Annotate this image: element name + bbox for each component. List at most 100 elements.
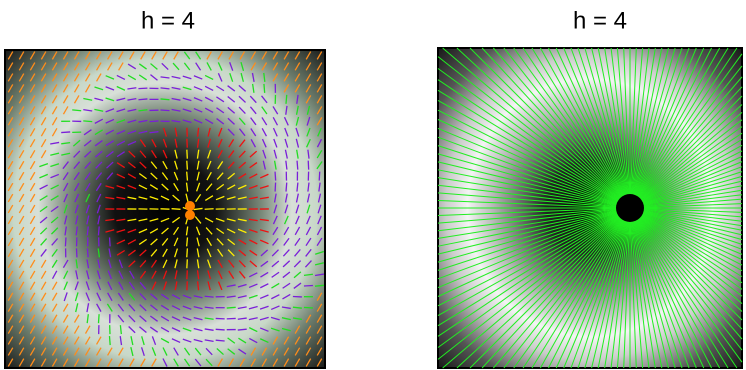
field-arrow — [227, 106, 236, 114]
field-arrow — [217, 127, 223, 137]
field-arrow — [193, 306, 203, 310]
streamline — [623, 217, 631, 369]
field-arrow — [130, 347, 134, 357]
field-arrow — [18, 106, 25, 115]
streamline — [437, 211, 622, 297]
field-arrow — [73, 336, 80, 345]
field-arrow — [85, 292, 91, 302]
field-arrow — [274, 171, 277, 181]
field-arrow — [107, 270, 113, 280]
field-arrow — [18, 226, 25, 236]
field-arrow — [138, 98, 148, 101]
field-arrow — [7, 292, 14, 301]
field-arrow — [73, 358, 80, 367]
field-arrow — [63, 281, 69, 291]
field-arrow — [40, 128, 47, 137]
field-arrow — [259, 239, 269, 245]
field-arrow — [285, 105, 288, 115]
field-arrow — [249, 106, 257, 115]
field-arrow — [216, 183, 225, 191]
field-arrow — [318, 171, 321, 181]
field-arrow — [94, 129, 103, 136]
streamline — [555, 47, 627, 200]
field-arrow — [51, 73, 58, 82]
field-arrow — [29, 51, 36, 60]
streamline — [539, 216, 626, 369]
field-arrow — [51, 358, 58, 367]
field-arrow — [182, 86, 192, 91]
field-arrow — [237, 228, 247, 234]
field-arrow — [150, 304, 158, 311]
field-arrow — [196, 237, 200, 247]
field-arrow — [294, 51, 301, 60]
field-arrow — [106, 161, 114, 169]
streamline — [513, 215, 625, 369]
field-arrow — [18, 325, 25, 334]
field-arrow — [183, 347, 191, 356]
streamline — [631, 47, 669, 199]
field-arrow — [196, 138, 200, 148]
streamline — [456, 214, 623, 369]
field-arrow — [29, 149, 36, 159]
field-arrow — [217, 281, 223, 291]
field-arrow — [196, 149, 200, 159]
field-arrow — [116, 129, 126, 135]
field-arrow — [216, 227, 225, 235]
field-arrow — [150, 259, 158, 268]
field-arrow — [284, 138, 289, 148]
field-arrow — [162, 248, 168, 258]
field-arrow — [195, 182, 201, 192]
field-arrow — [249, 337, 258, 344]
field-arrow — [248, 196, 258, 200]
field-arrow — [62, 84, 69, 93]
field-arrow — [62, 358, 69, 367]
field-arrow — [174, 270, 178, 280]
field-arrow — [29, 303, 36, 312]
streamline — [630, 217, 650, 369]
field-arrow — [205, 358, 213, 367]
field-arrow — [292, 306, 302, 309]
field-arrow — [95, 347, 102, 356]
field-arrow — [193, 295, 203, 299]
field-arrow — [160, 304, 170, 311]
field-arrow — [151, 281, 157, 291]
field-arrow — [204, 328, 214, 331]
field-arrow — [73, 314, 80, 323]
field-arrow — [316, 117, 323, 126]
field-arrow — [239, 51, 246, 60]
field-arrow — [128, 150, 136, 158]
field-arrow — [226, 228, 236, 234]
field-arrow — [226, 284, 236, 288]
field-arrow — [195, 193, 202, 203]
field-arrow — [140, 51, 146, 60]
field-arrow — [73, 182, 80, 192]
field-arrow — [107, 259, 112, 269]
streamline — [563, 47, 627, 199]
field-arrow — [29, 314, 36, 323]
field-arrow — [249, 162, 258, 169]
field-arrow — [18, 171, 25, 181]
field-arrow — [84, 84, 91, 93]
field-arrow — [249, 249, 258, 256]
field-arrow — [305, 84, 312, 93]
streamline — [638, 150, 743, 204]
field-arrow — [29, 106, 36, 115]
streamline — [635, 215, 743, 351]
streamline — [637, 213, 743, 297]
field-arrow — [116, 119, 126, 124]
streamline — [639, 210, 743, 245]
field-arrow — [227, 85, 236, 92]
field-arrow — [139, 315, 147, 323]
field-arrow — [296, 160, 299, 170]
field-arrow — [51, 314, 58, 323]
field-arrow — [162, 138, 168, 148]
field-arrow — [284, 149, 288, 159]
field-arrow — [316, 84, 323, 93]
field-arrow — [118, 281, 124, 290]
field-arrow — [182, 75, 192, 80]
streamline — [636, 76, 743, 201]
streamline — [637, 213, 743, 290]
field-arrow — [294, 358, 301, 367]
field-arrow — [305, 51, 312, 60]
field-arrow — [127, 228, 137, 234]
